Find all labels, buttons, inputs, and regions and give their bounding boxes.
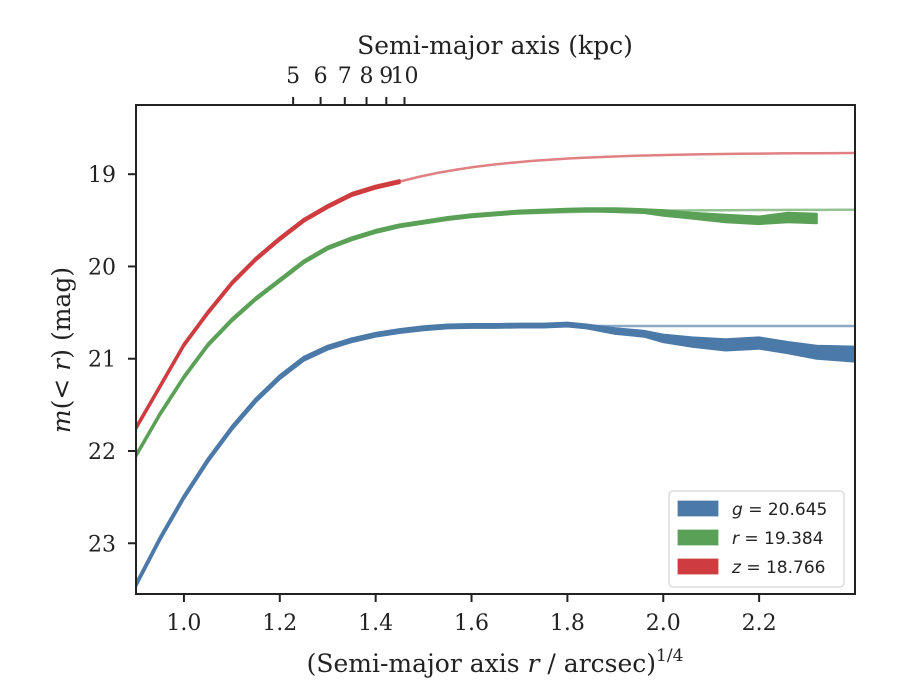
- band-r: [136, 207, 818, 459]
- y-tick-label: 22: [88, 440, 116, 465]
- x-tick-label: 2.2: [742, 611, 777, 636]
- legend-swatch-g: [677, 500, 719, 517]
- top-axis-ticks: 5 6 7 8 910: [286, 64, 418, 105]
- legend-label-r: r = 19.384: [732, 529, 824, 549]
- legend-swatch-z: [677, 558, 719, 575]
- legend-label-z: z = 18.766: [731, 558, 825, 578]
- legend-value: = 19.384: [739, 529, 824, 549]
- y-axis-label: m(< r) (mag): [47, 267, 76, 433]
- y-tick-label: 23: [88, 532, 116, 557]
- legend-band: g: [732, 500, 743, 520]
- y-tick-label: 21: [88, 348, 116, 373]
- legend-swatch-r: [677, 529, 719, 546]
- x-axis-ticks: 1.0 1.2 1.4 1.6 1.8 2.0 2.2: [166, 594, 777, 636]
- x-tick-label: 1.0: [166, 611, 201, 636]
- model-curve-r: [136, 208, 855, 457]
- top-tick-label: 5: [286, 64, 300, 89]
- top-tick-label: 7: [338, 64, 352, 89]
- y-tick-label: 20: [88, 255, 116, 280]
- legend-band: z: [731, 558, 742, 578]
- top-tick-label: 8: [360, 64, 374, 89]
- x-axis-label: (Semi-major axis r / arcsec)1/4: [307, 646, 684, 678]
- legend-band: r: [732, 529, 740, 549]
- plot-frame: [135, 104, 856, 595]
- band-z: [136, 179, 401, 431]
- x-tick-label: 1.2: [262, 611, 297, 636]
- top-tick-label: 6: [314, 64, 328, 89]
- y-axis-ticks: 19 20 21 22 23: [88, 163, 136, 557]
- x-tick-label: 1.8: [550, 611, 585, 636]
- measurement-bands: [136, 179, 855, 588]
- y-tick-label: 19: [88, 163, 116, 188]
- legend-label-g: g = 20.645: [732, 500, 827, 520]
- top-tick-label: 10: [390, 64, 418, 89]
- legend-value: = 20.645: [743, 500, 828, 520]
- model-curve-z: [136, 151, 855, 429]
- top-axis-label: Semi-major axis (kpc): [357, 31, 633, 60]
- x-tick-label: 1.4: [358, 611, 393, 636]
- band-g: [136, 321, 855, 588]
- x-tick-label: 2.0: [646, 611, 681, 636]
- x-tick-label: 1.6: [454, 611, 489, 636]
- legend-value: = 18.766: [741, 558, 826, 578]
- top-tick-label: 9: [379, 64, 393, 89]
